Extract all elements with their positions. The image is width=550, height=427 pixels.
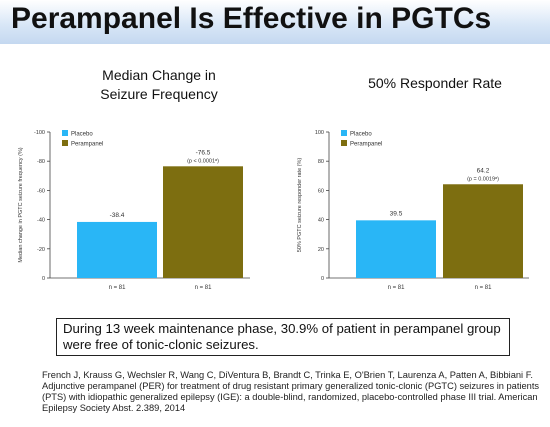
slide-title: Perampanel Is Effective in PGTCs	[11, 2, 492, 35]
responder-y-tick-label: 40	[318, 218, 324, 224]
median-legend-label-0: Placebo	[71, 132, 93, 138]
summary-text: During 13 week maintenance phase, 30.9% …	[63, 321, 501, 352]
responder-bar-pvalue-label-1: (p = 0.0019ᵃ)	[467, 176, 499, 182]
median-y-tick-label: -100	[34, 130, 45, 136]
median-legend-label-1: Perampanel	[71, 142, 103, 148]
responder-bar-1	[443, 184, 523, 278]
summary-box: During 13 week maintenance phase, 30.9% …	[56, 318, 510, 356]
median-y-tick-label: 0	[42, 276, 45, 282]
responder-y-tick-label: 0	[321, 276, 324, 282]
title-band	[0, 0, 550, 44]
chart-heading-responder-rate: 50% Responder Rate	[368, 75, 502, 91]
median-bar-1	[163, 166, 243, 278]
responder-y-tick-label: 20	[318, 247, 324, 253]
median-y-tick-label: -20	[37, 247, 45, 253]
responder-y-tick-label: 60	[318, 188, 324, 194]
citation: French J, Krauss G, Wechsler R, Wang C, …	[42, 370, 540, 413]
median-legend-swatch-0	[62, 130, 68, 136]
median-legend-swatch-1	[62, 140, 68, 146]
responder-legend-swatch-1	[341, 140, 347, 146]
chart-heading-median-change: Median Change in Seizure Frequency	[84, 66, 234, 104]
responder-n-label-0: n = 81	[388, 285, 406, 291]
responder-y-axis-label: 50% PGTC seizure responder rate (%)	[297, 158, 303, 253]
chart-heading-median-change-line1: Median Change in	[102, 67, 216, 83]
responder-bar-0	[356, 220, 436, 278]
median-bar-value-label-0: -38.4	[110, 212, 125, 219]
median-y-axis-label: Median change in PGTC seizure frequency …	[18, 147, 24, 262]
responder-y-tick-label: 100	[315, 130, 324, 136]
median-n-label-1: n = 81	[195, 285, 213, 291]
median-bar-pvalue-label-1: (p < 0.0001ᵃ)	[187, 158, 219, 164]
median-y-tick-label: -80	[37, 159, 45, 165]
median-y-tick-label: -40	[37, 218, 45, 224]
responder-legend-swatch-0	[341, 130, 347, 136]
chart-heading-median-change-line2: Seizure Frequency	[100, 86, 218, 102]
responder-n-label-1: n = 81	[475, 285, 493, 291]
median-bar-0	[77, 221, 157, 278]
responder-legend-label-1: Perampanel	[350, 142, 382, 148]
responder-y-tick-label: 80	[318, 159, 324, 165]
median-bar-value-label-1: -76.5	[196, 149, 211, 156]
responder-legend-label-0: Placebo	[350, 132, 372, 138]
responder-bar-value-label-1: 64.2	[477, 167, 490, 174]
responder-bar-value-label-0: 39.5	[390, 210, 403, 217]
median-n-label-0: n = 81	[109, 285, 127, 291]
median-y-tick-label: -60	[37, 188, 45, 194]
